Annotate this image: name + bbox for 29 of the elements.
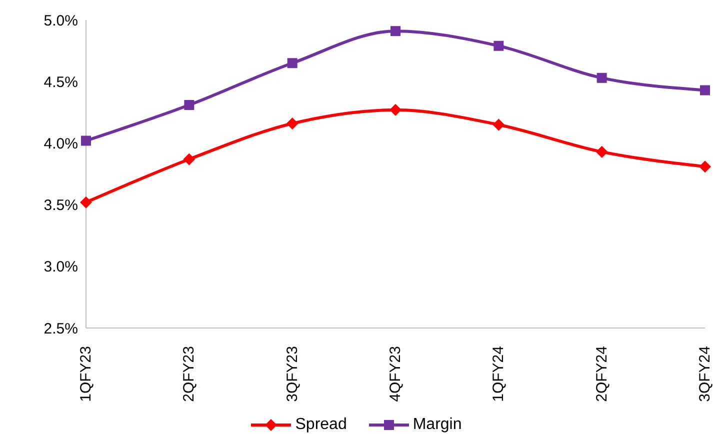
y-tick-label: 3.0% xyxy=(44,258,78,276)
point xyxy=(596,72,607,83)
point xyxy=(596,146,608,158)
x-tick-label: 3QFY23 xyxy=(284,346,301,402)
x-tick-label: 1QFY23 xyxy=(78,346,94,402)
point xyxy=(492,118,505,131)
point xyxy=(184,100,194,110)
y-tick-label: 5.0% xyxy=(44,12,78,30)
point xyxy=(287,58,298,68)
point xyxy=(286,117,298,130)
point xyxy=(80,196,92,208)
x-tick-label: 2QFY23 xyxy=(180,346,198,402)
point xyxy=(700,85,710,96)
legend-label: Margin xyxy=(412,416,462,434)
x-tick-label: 4QFY23 xyxy=(387,346,404,402)
y-tick-label: 2.5% xyxy=(44,320,78,338)
point xyxy=(390,26,400,36)
x-tick-label: 1QFY24 xyxy=(490,346,508,402)
x-tick-label: 2QFY24 xyxy=(593,346,610,402)
point xyxy=(699,160,711,173)
y-tick-label: 4.0% xyxy=(44,136,78,153)
point xyxy=(81,136,91,146)
point xyxy=(183,153,196,166)
legend-label: Spread xyxy=(295,416,347,434)
y-tick-label: 4.5% xyxy=(44,74,78,91)
x-tick-label: 3QFY24 xyxy=(696,346,713,402)
point xyxy=(494,40,504,51)
point xyxy=(390,104,402,116)
y-tick-label: 3.5% xyxy=(44,197,78,214)
